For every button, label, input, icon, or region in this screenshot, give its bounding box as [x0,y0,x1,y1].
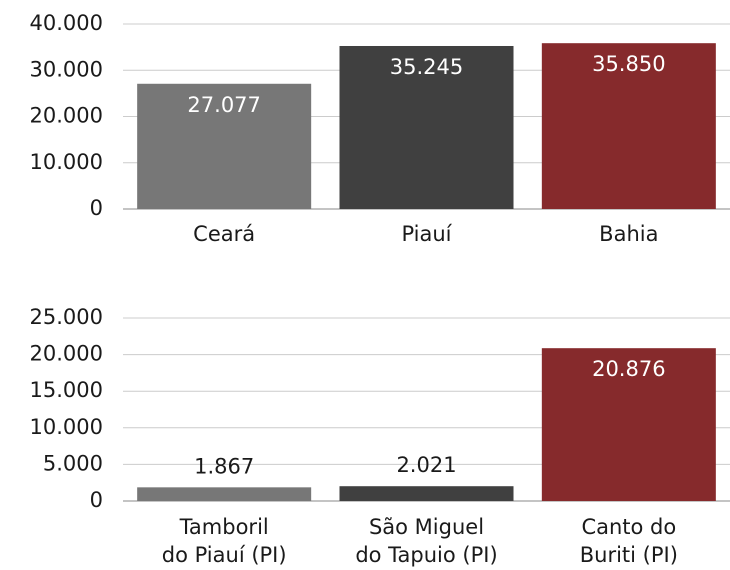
y-tick-label: 25.000 [30,305,103,329]
value-label: 20.876 [592,357,665,381]
y-tick-label: 30.000 [30,57,103,81]
bar [339,486,514,501]
y-tick-label: 20.000 [30,342,103,366]
y-tick-label: 0 [90,196,103,220]
value-label: 35.245 [390,55,463,79]
y-tick-label: 5.000 [43,451,103,475]
y-tick-label: 0 [90,488,103,512]
x-tick-label: Ceará [193,222,255,246]
x-tick-label: Tamboril do Piauí (PI) [162,515,287,567]
value-label: 1.867 [194,454,254,478]
y-tick-label: 10.000 [30,415,103,439]
y-tick-label: 40.000 [30,11,103,35]
bar [137,83,312,209]
bar [339,45,514,209]
bar [137,487,312,501]
x-tick-label: São Miguel do Tapuio (PI) [355,515,497,567]
y-tick-label: 10.000 [30,150,103,174]
bar [541,43,716,209]
value-label: 35.850 [592,52,665,76]
x-tick-label: Canto do Buriti (PI) [580,515,678,567]
x-tick-label: Piauí [401,222,452,246]
y-tick-label: 20.000 [30,104,103,128]
bar [541,348,716,501]
value-label: 2.021 [396,453,456,477]
y-tick-label: 15.000 [30,378,103,402]
x-tick-label: Bahia [599,222,658,246]
value-label: 27.077 [187,93,260,117]
